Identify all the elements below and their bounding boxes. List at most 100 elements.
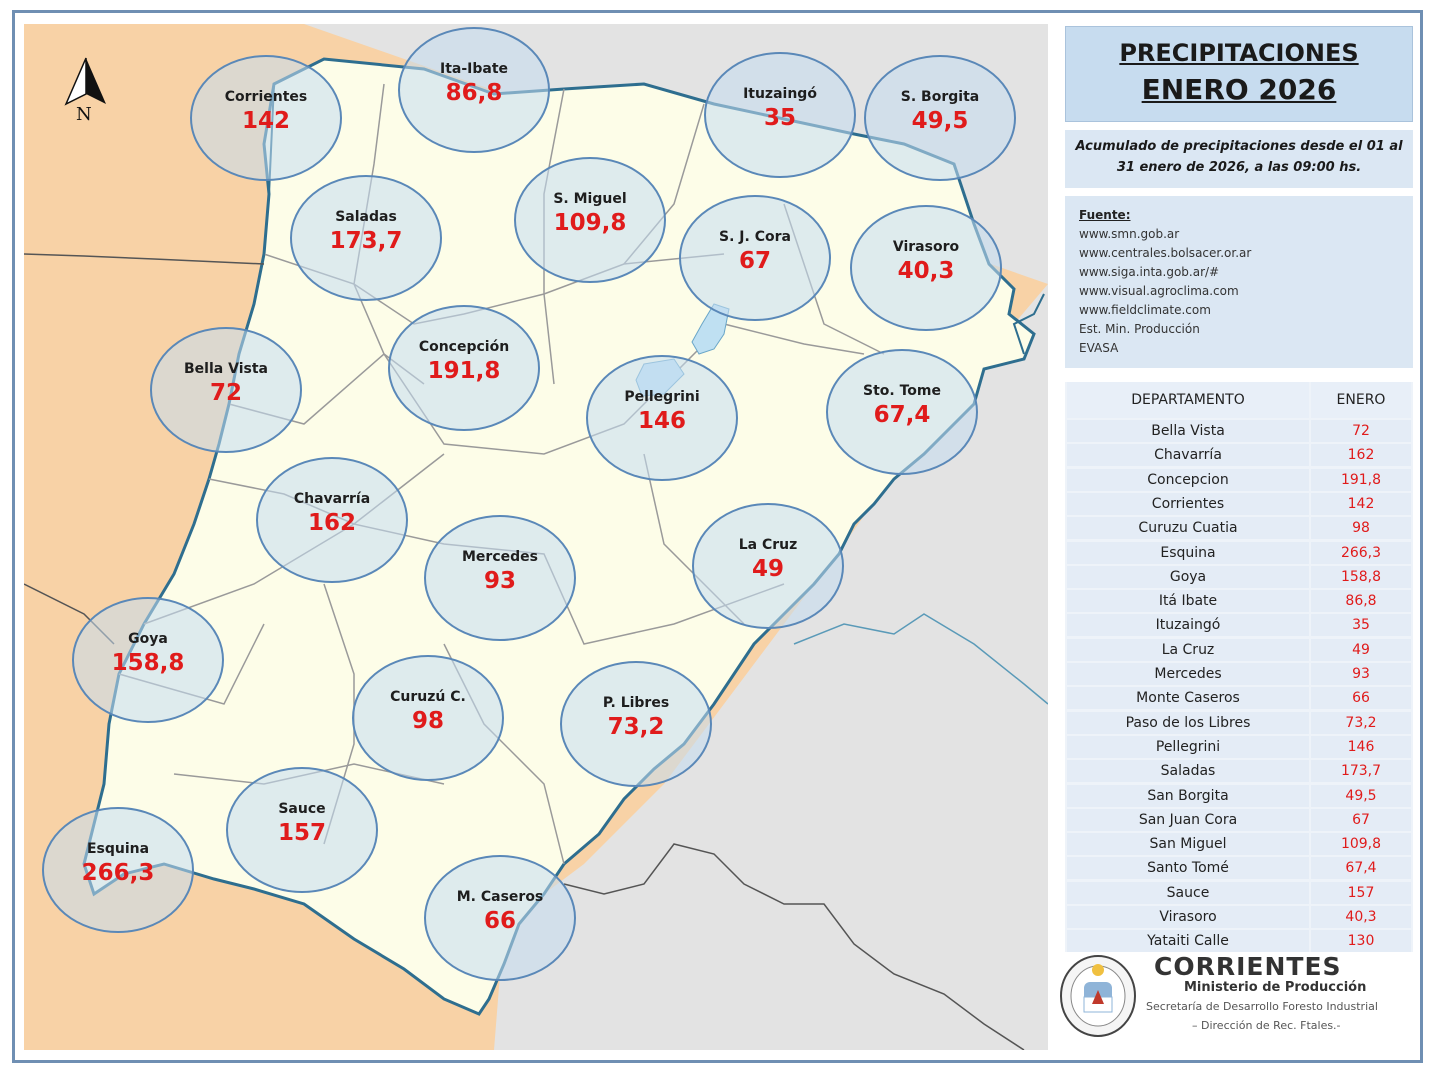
logo-brand: CORRIENTES (1154, 952, 1342, 981)
foreign-territory-area (304, 24, 1048, 1050)
station-circle (560, 661, 712, 787)
logo-ministry: Ministerio de Producción (1184, 980, 1367, 995)
table-row: San Juan Cora 67 (1065, 808, 1413, 833)
source-item: www.centrales.bolsacer.or.ar (1079, 246, 1252, 260)
title-box: PRECIPITACIONES ENERO 2026 (1065, 26, 1413, 122)
value-cell: 142 (1311, 492, 1411, 515)
department-cell: Pellegrini (1067, 735, 1309, 758)
station-circle (850, 205, 1002, 331)
source-item: EVASA (1079, 341, 1119, 355)
table-row: Bella Vista 72 (1065, 420, 1413, 444)
logo-secretariat: Secretaría de Desarrollo Foresto Industr… (1146, 1000, 1378, 1013)
table-row: Concepcion 191,8 (1065, 468, 1413, 493)
department-cell: Santo Tomé (1067, 857, 1309, 880)
department-cell: Monte Caseros (1067, 687, 1309, 710)
department-cell: Curuzu Cuatia (1067, 517, 1309, 540)
value-cell: 157 (1311, 881, 1411, 904)
corrientes-logo: CORRIENTES Ministerio de Producción Secr… (1058, 952, 1418, 1042)
value-cell: 109,8 (1311, 833, 1411, 856)
department-cell: Goya (1067, 565, 1309, 588)
north-label: N (76, 104, 92, 125)
source-item: www.smn.gob.ar (1079, 227, 1180, 241)
value-cell: 162 (1311, 444, 1411, 467)
value-cell: 66 (1311, 687, 1411, 710)
table-row: Santo Tomé 67,4 (1065, 857, 1413, 881)
value-cell: 158,8 (1311, 565, 1411, 588)
station-circle (352, 655, 504, 781)
station-circle (826, 349, 978, 475)
border-north-west (24, 253, 265, 265)
border-line-south (563, 843, 1025, 1050)
station-circle (398, 27, 550, 153)
value-cell: 35 (1311, 614, 1411, 637)
department-cell: Chavarría (1067, 444, 1309, 467)
station-circle (424, 515, 576, 641)
department-cell: Mercedes (1067, 663, 1309, 685)
table-row: Curuzu Cuatia 98 (1065, 517, 1413, 541)
table-row: Itá Ibate 86,8 (1065, 590, 1413, 614)
department-cell: Ituzaingó (1067, 614, 1309, 637)
department-cell: Saladas (1067, 760, 1309, 783)
table-row: La Cruz 49 (1065, 638, 1413, 663)
station-circle (42, 807, 194, 933)
description-box: Acumulado de precipitaciones desde el 01… (1065, 130, 1413, 188)
value-cell: 49 (1311, 638, 1411, 661)
station-circle (864, 55, 1016, 181)
value-cell: 146 (1311, 735, 1411, 758)
value-cell: 40,3 (1311, 906, 1411, 928)
tributary-river (793, 613, 1048, 705)
value-cell: 67,4 (1311, 857, 1411, 880)
station-circle (256, 457, 408, 583)
table-row: Goya 158,8 (1065, 565, 1413, 590)
title-line-1: PRECIPITACIONES (1119, 39, 1359, 67)
station-circle (290, 175, 442, 301)
department-cell: San Miguel (1067, 833, 1309, 856)
value-cell: 73,2 (1311, 711, 1411, 734)
header-enero: ENERO (1311, 382, 1411, 418)
title-line-2: ENERO 2026 (1141, 73, 1337, 106)
table-row: Monte Caseros 66 (1065, 687, 1413, 711)
station-circle (150, 327, 302, 453)
value-cell: 72 (1311, 420, 1411, 442)
station-circle (692, 503, 844, 629)
department-cell: Bella Vista (1067, 420, 1309, 442)
department-cell: Concepcion (1067, 468, 1309, 491)
value-cell: 191,8 (1311, 468, 1411, 491)
department-cell: Virasoro (1067, 906, 1309, 928)
uruguay-river (1012, 293, 1045, 355)
source-item: www.fieldclimate.com (1079, 303, 1211, 317)
table-row: Mercedes 93 (1065, 663, 1413, 687)
department-cell: Yataiti Calle (1067, 930, 1309, 953)
header-departamento: DEPARTAMENTO (1067, 382, 1309, 418)
station-circle (424, 855, 576, 981)
value-cell: 266,3 (1311, 541, 1411, 564)
table-row: San Borgita 49,5 (1065, 784, 1413, 809)
table-row: Pellegrini 146 (1065, 735, 1413, 760)
value-cell: 98 (1311, 517, 1411, 540)
source-item: Est. Min. Producción (1079, 322, 1200, 336)
table-row: Paso de los Libres 73,2 (1065, 711, 1413, 736)
station-circle (704, 52, 856, 178)
table-row: Esquina 266,3 (1065, 541, 1413, 566)
station-circle (226, 767, 378, 893)
sources-heading: Fuente: (1079, 208, 1131, 222)
department-cell: San Borgita (1067, 784, 1309, 807)
station-circle (190, 55, 342, 181)
department-cell: Corrientes (1067, 492, 1309, 515)
table-row: Virasoro 40,3 (1065, 906, 1413, 930)
description-text: Acumulado de precipitaciones desde el 01… (1075, 139, 1403, 175)
station-circle (72, 597, 224, 723)
table-row: San Miguel 109,8 (1065, 833, 1413, 857)
value-cell: 93 (1311, 663, 1411, 685)
source-item: www.visual.agroclima.com (1079, 284, 1239, 298)
station-circle (514, 157, 666, 283)
station-circles (42, 27, 1016, 981)
value-cell: 67 (1311, 808, 1411, 831)
value-cell: 130 (1311, 930, 1411, 953)
sources-box: Fuente: www.smn.gob.ar www.centrales.bol… (1065, 196, 1413, 368)
station-circle (586, 355, 738, 481)
provincial-seal-icon (1060, 955, 1136, 1037)
precipitation-table: DEPARTAMENTO ENERO Bella Vista 72 Chavarrí… (1065, 382, 1413, 953)
value-cell: 49,5 (1311, 784, 1411, 807)
department-cell: San Juan Cora (1067, 808, 1309, 831)
